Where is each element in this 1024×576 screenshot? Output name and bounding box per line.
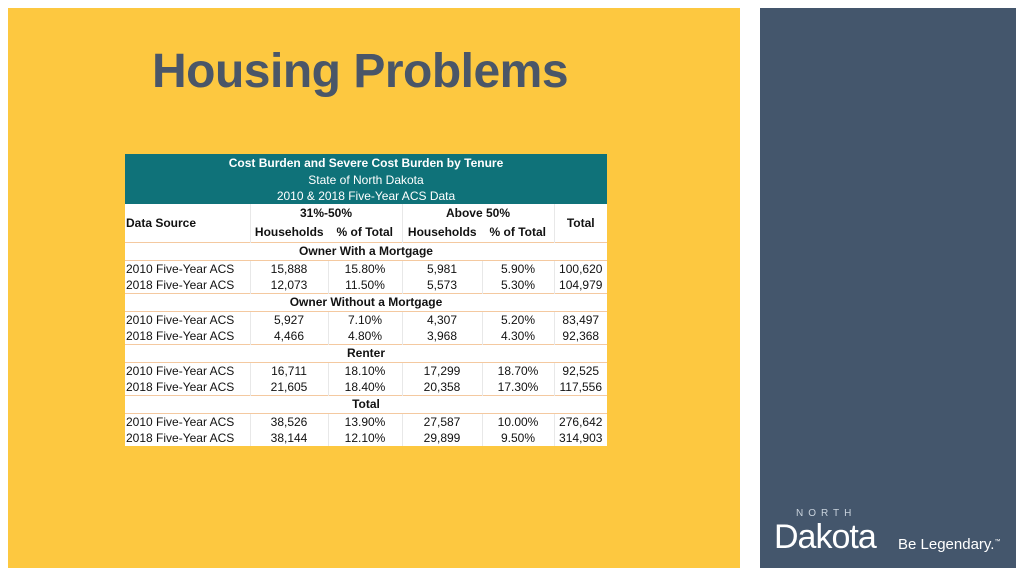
logo-north: NORTH: [796, 508, 857, 519]
table-cell: 13.90%: [328, 413, 403, 430]
col-header-source: Data Source: [125, 204, 251, 243]
group-header: Owner With a Mortgage: [125, 242, 607, 261]
table-cell: 4.30%: [482, 328, 555, 345]
table-cell: 20,358: [402, 379, 483, 396]
table-row: 2018 Five-Year ACS 4,466 4.80% 3,968 4.30% 92…: [125, 328, 607, 345]
table-title: Cost Burden and Severe Cost Burden by Te…: [228, 156, 504, 170]
group-header: Renter: [125, 344, 607, 363]
col-header-total: Total: [566, 215, 595, 230]
table-cell: 314,903: [559, 431, 603, 445]
col-header-households: Households: [407, 225, 477, 239]
table-cell: 83,497: [562, 313, 600, 327]
table-row: 2018 Five-Year ACS 12,073 11.50% 5,573 5.30%…: [125, 277, 607, 294]
table-row: 2010 Five-Year ACS 16,711 18.10% 17,299 18.7…: [125, 362, 607, 379]
table-cell: 15,888: [250, 260, 329, 277]
table-cell: 21,605: [250, 379, 329, 396]
row-source: 2010 Five-Year ACS: [125, 311, 251, 328]
table-cell: 104,979: [559, 278, 603, 292]
logo-dakota: Dakota: [774, 518, 877, 556]
page-title: Housing Problems: [152, 45, 569, 98]
row-source: 2018 Five-Year ACS: [125, 379, 251, 396]
table-cell: 5.90%: [482, 260, 555, 277]
table-cell: 17,299: [402, 362, 483, 379]
table-cell: 12.10%: [328, 430, 403, 446]
table-row: 2010 Five-Year ACS 15,888 15.80% 5,981 5.90%…: [125, 260, 607, 277]
table-cell: 9.50%: [482, 430, 555, 446]
table-cell: 29,899: [402, 430, 483, 446]
table-cell: 5,981: [402, 260, 483, 277]
table-cell: 16,711: [250, 362, 329, 379]
col-header-pct: % of Total: [482, 223, 555, 243]
col-header-pct: % of Total: [328, 223, 403, 243]
side-panel: [760, 8, 1016, 568]
table-cell: 100,620: [559, 262, 603, 276]
row-source: 2010 Five-Year ACS: [125, 362, 251, 379]
table-cell: 18.40%: [328, 379, 403, 396]
data-table: Cost Burden and Severe Cost Burden by Te…: [125, 154, 607, 446]
table-cell: 92,368: [562, 329, 600, 343]
group-header: Owner Without a Mortgage: [125, 293, 607, 312]
logo-tagline: Be Legendary.™: [898, 536, 1000, 553]
table-cell: 15.80%: [328, 260, 403, 277]
table-cell: 10.00%: [482, 413, 555, 430]
table-cell: 117,556: [559, 380, 603, 394]
row-source: 2018 Five-Year ACS: [125, 430, 251, 446]
row-source: 2010 Five-Year ACS: [125, 260, 251, 277]
table-cell: 4,466: [250, 328, 329, 345]
tagline-text: Be Legendary.: [898, 536, 995, 553]
table-row: 2018 Five-Year ACS 21,605 18.40% 20,358 17.3…: [125, 379, 607, 396]
table-cell: 92,525: [562, 364, 600, 378]
table-cell: 12,073: [250, 277, 329, 294]
table-cell: 5,573: [402, 277, 483, 294]
row-source: 2018 Five-Year ACS: [125, 277, 251, 294]
table-cell: 18.70%: [482, 362, 555, 379]
table-row: 2018 Five-Year ACS 38,144 12.10% 29,899 9.50…: [125, 430, 607, 446]
col-header-households: Households: [254, 225, 324, 239]
table-subtitle: State of North Dakota: [308, 173, 424, 187]
table-cell: 5.20%: [482, 311, 555, 328]
table-cell: 3,968: [402, 328, 483, 345]
table-cell: 4.80%: [328, 328, 403, 345]
table-row: 2010 Five-Year ACS 38,526 13.90% 27,587 10.0…: [125, 413, 607, 430]
group-header: Total: [125, 395, 607, 414]
table-cell: 7.10%: [328, 311, 403, 328]
table-cell: 4,307: [402, 311, 483, 328]
trademark: ™: [994, 539, 1001, 545]
col-header-31-50: 31%-50%: [250, 204, 403, 223]
table-cell: 18.10%: [328, 362, 403, 379]
row-source: 2010 Five-Year ACS: [125, 413, 251, 430]
table-cell: 5.30%: [482, 277, 555, 294]
table-cell: 17.30%: [482, 379, 555, 396]
table-cell: 276,642: [559, 415, 603, 429]
table-cell: 27,587: [402, 413, 483, 430]
table-header: Cost Burden and Severe Cost Burden by Te…: [125, 154, 607, 204]
table-cell: 11.50%: [328, 277, 403, 294]
row-source: 2018 Five-Year ACS: [125, 328, 251, 345]
north-dakota-logo: NORTH Dakota Be Legendary.™: [774, 508, 1014, 558]
table-cell: 38,144: [250, 430, 329, 446]
table-cell: 38,526: [250, 413, 329, 430]
table-subtitle-2: 2010 & 2018 Five-Year ACS Data: [276, 189, 456, 203]
table-row: 2010 Five-Year ACS 5,927 7.10% 4,307 5.20% 83…: [125, 311, 607, 328]
table-cell: 5,927: [250, 311, 329, 328]
col-header-above-50: Above 50%: [402, 204, 555, 223]
